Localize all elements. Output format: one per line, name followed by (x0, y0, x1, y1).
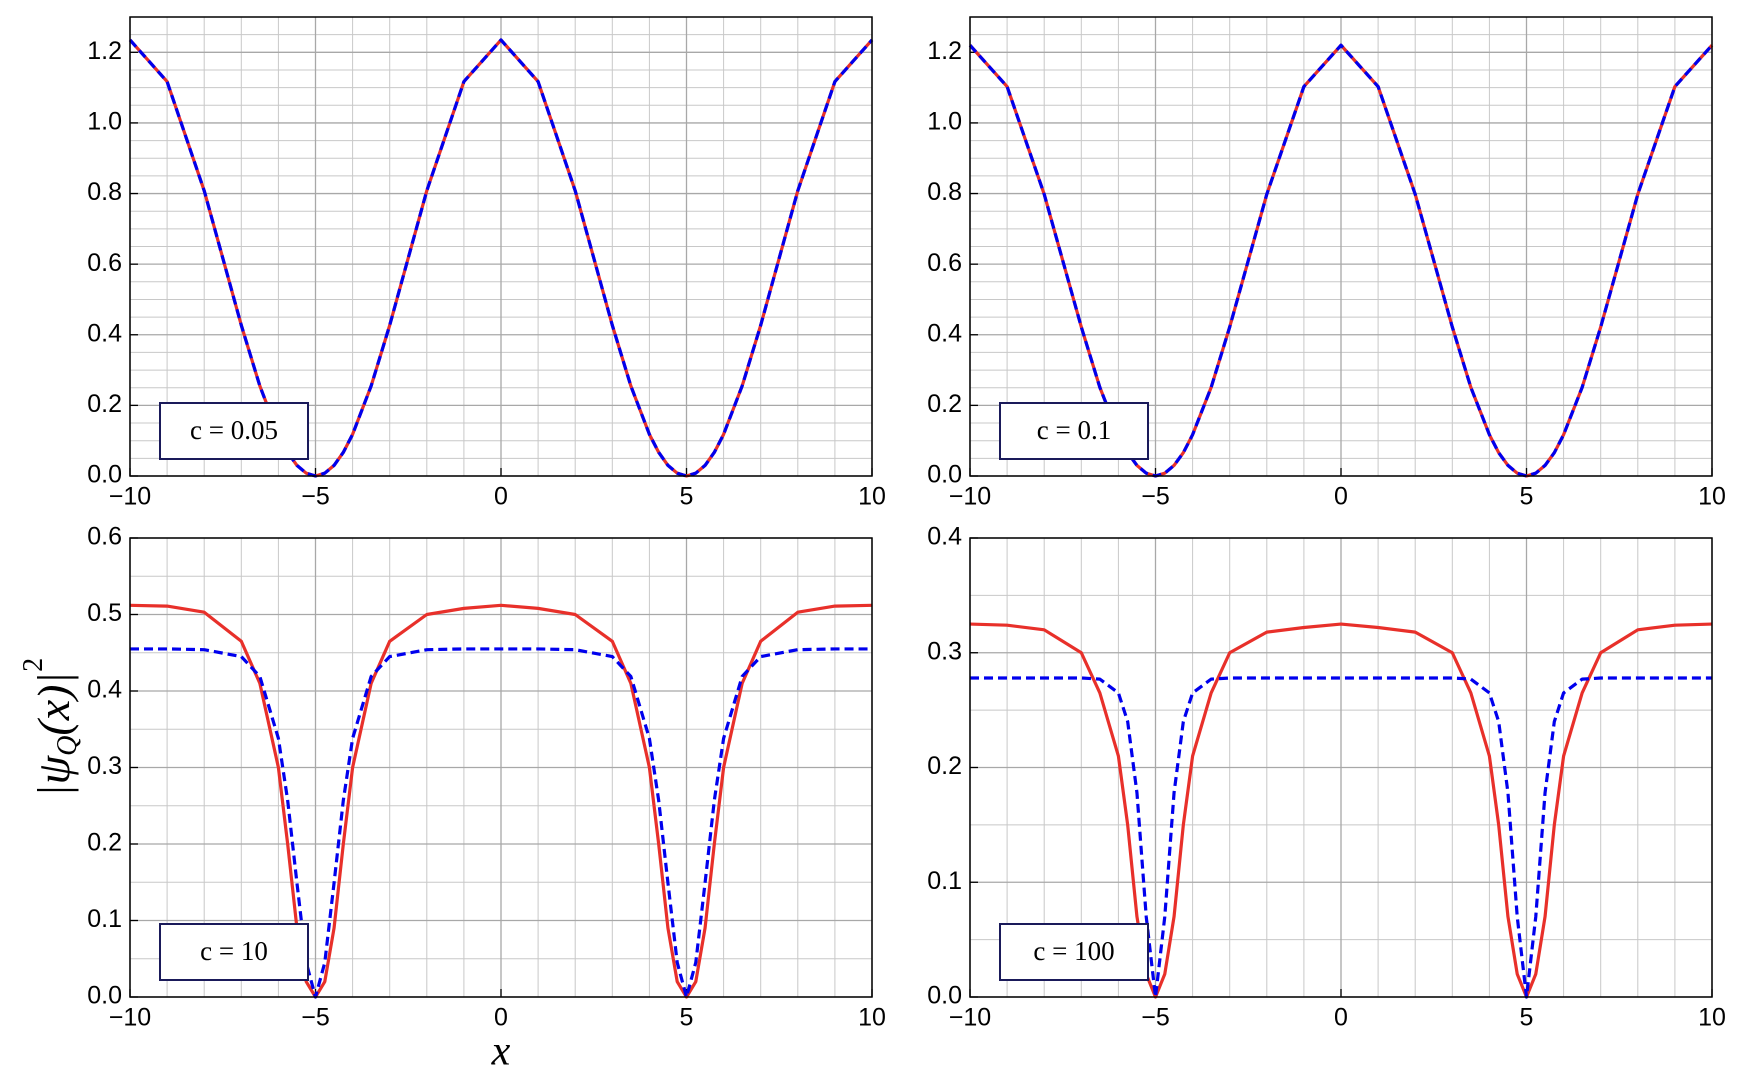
annotation: c = 0.1 (1037, 415, 1111, 445)
x-tick-label: −5 (1141, 483, 1170, 511)
y-tick-label: 0.6 (87, 523, 122, 551)
y-tick-label: 1.2 (87, 37, 122, 65)
x-tick-label: 5 (1520, 483, 1534, 511)
data-line (969, 622, 1713, 999)
y-tick-label: 0.2 (87, 390, 122, 418)
y-tick-label: 0.8 (87, 178, 122, 206)
plot-frame (129, 537, 873, 998)
y-tick-label: 0.0 (87, 461, 122, 489)
y-tick-label: 0.2 (927, 390, 962, 418)
y-tick-label: 0.1 (927, 867, 962, 895)
x-tick-label: −10 (109, 483, 151, 511)
x-tick-label: −10 (949, 483, 991, 511)
x-tick-label: −10 (949, 1004, 991, 1032)
plot-frame (129, 16, 873, 477)
data-line (130, 647, 872, 999)
y-tick-label: 0.4 (87, 319, 122, 347)
x-tick-label: 10 (1698, 1004, 1726, 1032)
x-tick-label: 0 (494, 1004, 508, 1032)
plot-frame (969, 537, 1713, 998)
y-tick-label: 0.1 (87, 905, 122, 933)
x-tick-label: −10 (109, 1004, 151, 1032)
x-tick-label: 5 (680, 483, 694, 511)
plot-frame (969, 16, 1713, 477)
x-tick-label: −5 (301, 1004, 330, 1032)
y-axis-label-part: (x)| (28, 672, 79, 736)
x-tick-label: −5 (1141, 1004, 1170, 1032)
annotation: c = 100 (1033, 936, 1114, 966)
x-tick-label: 10 (1698, 483, 1726, 511)
y-tick-label: 0.4 (87, 676, 122, 704)
y-tick-label: 0.0 (87, 982, 122, 1010)
data-line (128, 38, 874, 478)
y-tick-label: 1.0 (87, 108, 122, 136)
x-tick-label: −5 (301, 483, 330, 511)
y-tick-label: 0.0 (927, 461, 962, 489)
y-tick-label: 0.5 (87, 599, 122, 627)
x-tick-label: 0 (1334, 483, 1348, 511)
annotation-box (159, 402, 309, 460)
y-axis-label: |ψQ(x)|2 (18, 658, 83, 797)
annotation-box (159, 923, 309, 981)
y-tick-label: 0.8 (927, 178, 962, 206)
y-axis-label-part: 2 (18, 658, 49, 672)
x-tick-label: 0 (1334, 1004, 1348, 1032)
data-line (129, 603, 873, 999)
x-tick-label: 5 (680, 1004, 694, 1032)
x-axis-label: x (491, 1029, 511, 1072)
y-tick-label: 0.3 (87, 752, 122, 780)
x-tick-label: 10 (858, 483, 886, 511)
y-tick-label: 0.2 (87, 829, 122, 857)
y-axis-label-part: Q (52, 736, 83, 756)
x-tick-label: 5 (1520, 1004, 1534, 1032)
y-axis-label-part: |ψ (28, 754, 79, 797)
x-tick-label: 0 (494, 483, 508, 511)
data-line (970, 676, 1712, 999)
annotation: c = 0.05 (190, 415, 278, 445)
y-tick-label: 0.4 (927, 523, 962, 551)
annotation: c = 10 (200, 936, 268, 966)
y-tick-label: 0.4 (927, 319, 962, 347)
y-tick-label: 0.6 (927, 249, 962, 277)
annotation-box (999, 923, 1149, 981)
y-tick-label: 0.2 (927, 752, 962, 780)
y-tick-label: 1.0 (927, 108, 962, 136)
annotation-box (999, 402, 1149, 460)
y-tick-label: 0.3 (927, 637, 962, 665)
y-tick-label: 0.0 (927, 982, 962, 1010)
x-tick-label: 10 (858, 1004, 886, 1032)
y-tick-label: 0.6 (87, 249, 122, 277)
y-tick-label: 1.2 (927, 37, 962, 65)
